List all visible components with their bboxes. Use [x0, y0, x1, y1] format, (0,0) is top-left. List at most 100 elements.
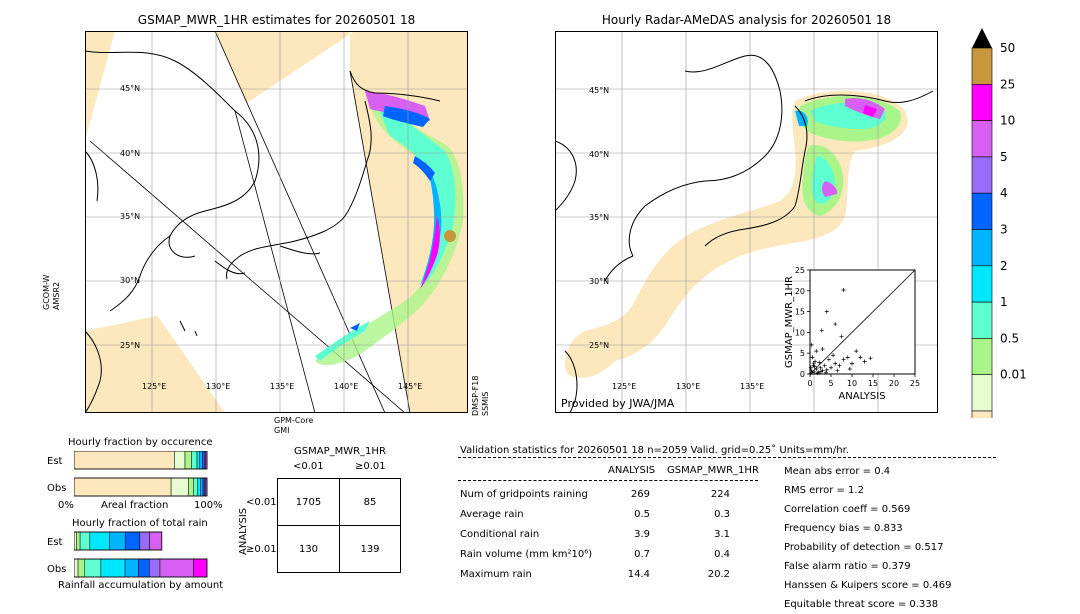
colorbar-cells — [971, 47, 993, 418]
left-lat-30: 30°N — [120, 276, 141, 285]
scatter-ytick: 25 — [795, 266, 805, 275]
validation-row: Maximum rain 14.4 20.2 — [460, 564, 760, 584]
scatter-point — [819, 328, 824, 333]
right-lon-135: 135°E — [740, 382, 765, 391]
validation-row: Conditional rain 3.9 3.1 — [460, 524, 760, 544]
right-lat-45: 45°N — [589, 86, 610, 95]
colorbar-cell — [971, 410, 993, 418]
score-mae: Mean abs error = 0.4 — [784, 466, 891, 477]
fraction-bar-segment — [89, 531, 110, 551]
fraction-bar-segment — [74, 451, 175, 470]
row-analysis: 0.5 — [634, 509, 650, 520]
colorbar-label: 3 — [1000, 223, 1008, 237]
contingency-row-ge: ≥0.01 — [246, 544, 277, 555]
scatter-point — [816, 370, 821, 375]
fraction-bar-segment — [197, 477, 201, 497]
fraction-bar-segment — [84, 558, 102, 578]
scatter-ytick: 20 — [795, 287, 805, 296]
fraction-bar-segment — [184, 451, 192, 470]
row-gsmap: 3.1 — [714, 529, 730, 540]
fraction-bar-segment — [76, 531, 81, 551]
colorbar-cell — [971, 156, 993, 194]
scatter-xtick: 5 — [828, 379, 833, 388]
scatter-point — [854, 349, 859, 354]
right-lat-40: 40°N — [589, 150, 610, 159]
left-lon-140: 140°E — [334, 382, 359, 391]
contingency-d: 139 — [360, 544, 380, 555]
scatter-ytick: 0 — [800, 370, 805, 379]
colorbar-cell — [971, 120, 993, 158]
validation-col-gsmap: GSMAP_MWR_1HR — [667, 465, 759, 476]
fraction-bar-segment — [74, 477, 172, 497]
scatter-point — [820, 347, 825, 352]
left-lon-125: 125°E — [142, 382, 167, 391]
scatter-point — [818, 365, 823, 370]
contingency-table: 1705 85 130 139 — [277, 478, 401, 573]
sat-bottom-line1: GPM-Core — [274, 416, 314, 425]
contingency-title: GSMAP_MWR_1HR — [294, 446, 386, 457]
row-gsmap: 0.4 — [714, 549, 730, 560]
sat-bottom-line2: GMI — [274, 426, 290, 435]
fraction-bar-frame — [74, 477, 208, 497]
right-map-title: Hourly Radar-AMeDAS analysis for 2026050… — [601, 13, 892, 27]
left-lon-130: 130°E — [206, 382, 231, 391]
scatter-point — [839, 334, 844, 339]
score-hk: Hanssen & Kuipers score = 0.469 — [784, 580, 952, 591]
colorbar-cell — [971, 192, 993, 230]
validation-header-rule — [458, 457, 996, 458]
row-gsmap: 20.2 — [707, 569, 730, 580]
right-lat-35: 35°N — [589, 213, 610, 222]
scatter-point — [831, 353, 836, 358]
scatter-point — [841, 287, 846, 292]
fraction-bar-segment — [188, 477, 194, 497]
fraction-bar-segment — [138, 558, 150, 578]
scatter-ytick: 15 — [795, 308, 805, 317]
left-lon-135: 135°E — [270, 382, 295, 391]
fraction-bar-segment — [199, 451, 203, 470]
validation-scores: Mean abs error = 0.4 RMS error = 1.2 Cor… — [784, 462, 951, 614]
scatter-point — [809, 368, 814, 373]
scatter-point — [818, 369, 823, 374]
scatter-ticks: 0 5 10 15 20 25 0 5 10 15 20 25 — [795, 266, 920, 388]
occurence-xtick-0: 0% — [58, 500, 74, 511]
right-lon-125: 125°E — [612, 382, 637, 391]
scatter-xtick: 20 — [889, 379, 899, 388]
totalrain-xlabel: Rainfall accumulation by amount — [58, 580, 224, 591]
score-ets: Equitable threat score = 0.338 — [784, 599, 939, 610]
scatter-point — [862, 359, 867, 364]
score-pod: Probability of detection = 0.517 — [784, 542, 944, 553]
sat-right-label: DMSP-F18 SSMIS — [471, 376, 491, 416]
row-label: Average rain — [460, 509, 524, 520]
fraction-bar-segment — [148, 558, 161, 578]
fraction-bar-segment — [124, 531, 141, 551]
fraction-bar-segment — [79, 531, 91, 551]
fraction-bar-segment — [191, 451, 198, 470]
colorbar-label: 1 — [1000, 295, 1008, 309]
scatter-ylabel: GSMAP_MWR_1HR — [784, 276, 795, 368]
scatter-ytick: 10 — [795, 328, 805, 337]
left-lat-25: 25°N — [120, 341, 141, 350]
scatter-xtick: 15 — [868, 379, 878, 388]
scatter-point — [858, 355, 863, 360]
fraction-bar-segment — [193, 558, 208, 578]
scatter-point — [809, 342, 814, 347]
scatter-point — [808, 365, 813, 370]
fraction-bar-segment — [124, 558, 139, 578]
scatter-point — [822, 363, 827, 368]
validation-header: Validation statistics for 20260501 18 n=… — [460, 445, 849, 456]
row-analysis: 3.9 — [634, 529, 650, 540]
scatter-point — [847, 367, 852, 372]
colorbar-cell — [971, 338, 993, 375]
fraction-bar-segment — [159, 558, 194, 578]
sat-left-line1: GCOM-W — [42, 274, 51, 310]
row-label: Conditional rain — [460, 529, 540, 540]
contingency-b: 85 — [363, 497, 377, 508]
colorbar-label: 4 — [1000, 186, 1008, 200]
colorbar-label: 10 — [1000, 114, 1015, 128]
fraction-bar-segment — [139, 531, 150, 551]
fraction-bar-segment — [109, 531, 126, 551]
scatter-point — [815, 371, 820, 376]
occurence-xlabel: Areal fraction — [101, 500, 169, 511]
totalrain-title: Hourly fraction of total rain — [72, 518, 208, 529]
